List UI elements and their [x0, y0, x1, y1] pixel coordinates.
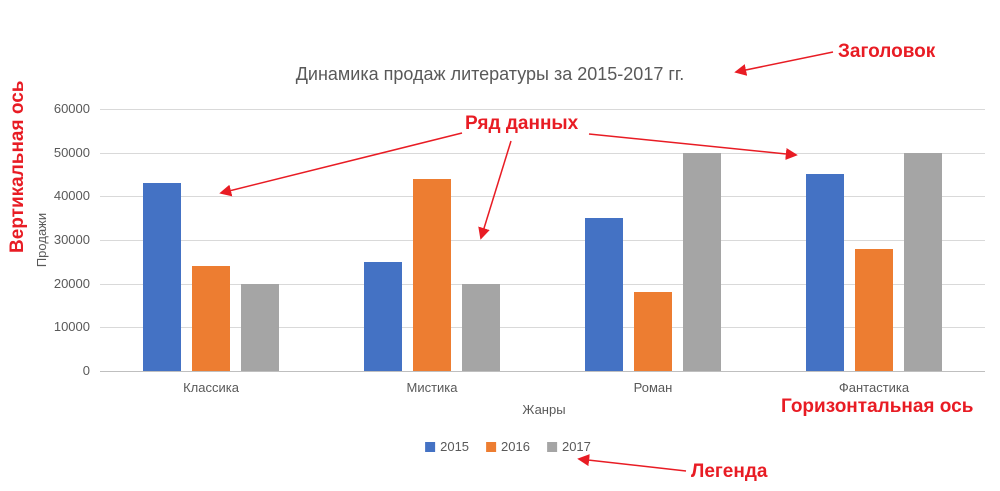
y-tick-label: 50000 — [53, 145, 90, 160]
chart-title: Динамика продаж литературы за 2015-2017 … — [295, 64, 685, 84]
y-tick-label: 60000 — [53, 101, 90, 116]
bar-2016-Роман — [634, 292, 672, 371]
gridline — [100, 327, 985, 328]
legend-item: 2015 — [425, 439, 469, 454]
gridline — [100, 284, 985, 285]
y-tick-label: 0 — [82, 363, 90, 378]
category-label: Фантастика — [838, 380, 910, 395]
x-axis-categories: Классика Мистика Роман Фантастика — [100, 380, 985, 398]
y-tick-label: 40000 — [53, 188, 90, 203]
bar-2015-Классика — [143, 183, 181, 371]
y-tick-label: 30000 — [53, 232, 90, 247]
plot-area — [100, 109, 985, 372]
legend-item: 2017 — [546, 439, 591, 454]
bar-2016-Фантастика — [855, 249, 893, 371]
arrow-to-chart-title — [734, 51, 834, 76]
annotation-legend-label: Легенда — [691, 461, 768, 482]
legend-item: 2016 — [486, 439, 530, 454]
y-tick-label: 20000 — [53, 276, 90, 291]
x-axis-title: Жанры — [522, 402, 566, 417]
legend-swatch — [486, 441, 497, 452]
bar-2017-Фантастика — [904, 153, 942, 371]
bar-2015-Фантастика — [806, 174, 844, 371]
gridline — [100, 240, 985, 241]
gridline — [100, 153, 985, 154]
bar-2015-Мистика — [364, 262, 402, 371]
bar-2016-Классика — [192, 266, 230, 371]
category-label: Классика — [183, 380, 239, 395]
annotation-title-label: Заголовок — [838, 41, 936, 62]
category-label: Мистика — [406, 380, 458, 395]
bar-2017-Роман — [683, 153, 721, 371]
bar-2015-Роман — [585, 218, 623, 371]
legend-swatch — [546, 441, 557, 452]
gridline — [100, 109, 985, 110]
gridline — [100, 196, 985, 197]
legend-item-label: 2017 — [561, 439, 591, 454]
bar-2016-Мистика — [413, 179, 451, 371]
x-axis-line — [100, 371, 985, 372]
annotation-vertical-axis-label: Вертикальная ось — [7, 80, 28, 253]
annotation-data-series-label: Ряд данных — [465, 113, 579, 134]
arrow-to-legend — [577, 454, 687, 472]
category-label: Роман — [633, 380, 673, 395]
bar-2017-Классика — [241, 284, 279, 371]
y-tick-label: 10000 — [53, 319, 90, 334]
legend-item-label: 2016 — [501, 439, 530, 454]
y-axis-ticks: 60000 50000 40000 30000 20000 10000 0 — [0, 101, 90, 378]
chart-legend: 2015 2016 2017 — [425, 439, 591, 454]
legend-swatch — [425, 441, 436, 452]
bar-2017-Мистика — [462, 284, 500, 371]
y-axis-title: Продажи — [34, 212, 49, 268]
annotation-horizontal-axis-label: Горизонтальная ось — [781, 396, 974, 417]
legend-item-label: 2015 — [440, 439, 470, 454]
